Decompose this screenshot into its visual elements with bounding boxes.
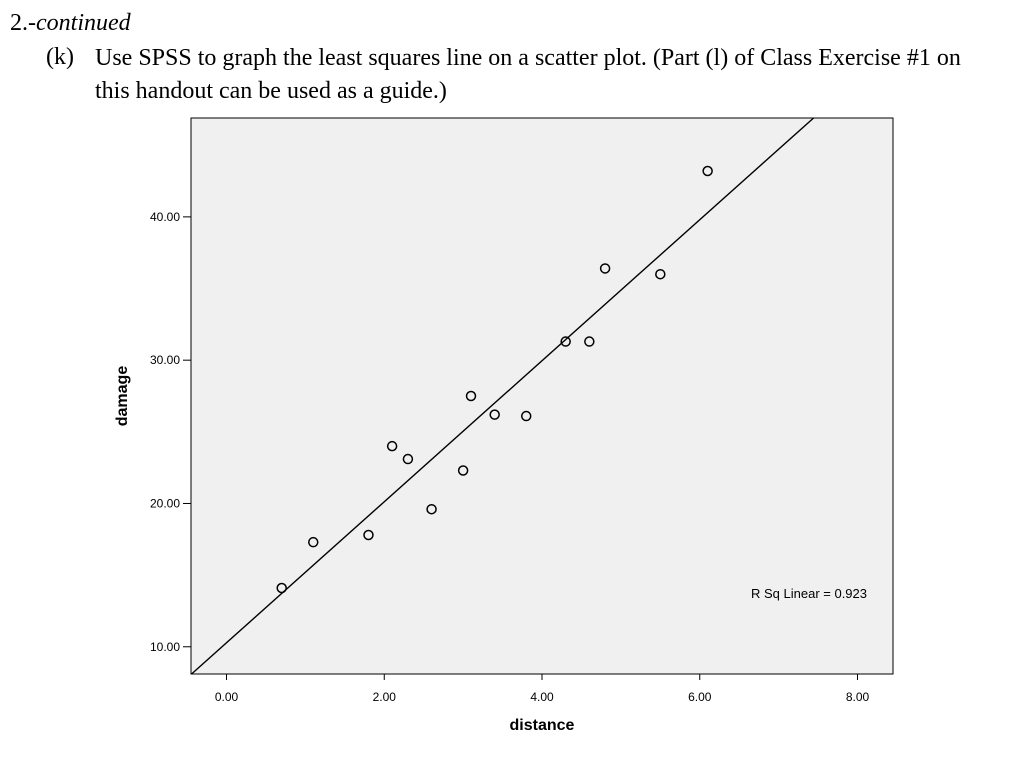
y-tick-label: 10.00: [150, 640, 180, 654]
section-number: 2.-: [10, 10, 36, 36]
x-tick-label: 0.00: [215, 690, 239, 704]
data-points: [276, 165, 713, 594]
data-point: [308, 536, 319, 548]
data-point: [520, 410, 532, 422]
x-tick-label: 6.00: [688, 690, 712, 704]
x-tick-label: 2.00: [373, 690, 397, 704]
data-point: [386, 440, 398, 452]
data-point: [489, 409, 500, 420]
least-squares-line: [191, 117, 815, 675]
y-tick-label: 40.00: [150, 210, 180, 224]
x-tick-label: 8.00: [846, 690, 870, 704]
data-point: [457, 465, 469, 476]
data-point: [655, 268, 666, 280]
data-point: [402, 453, 414, 465]
x-axis-title: distance: [510, 717, 575, 734]
r-squared-annotation: R Sq Linear = 0.923: [751, 586, 867, 601]
data-point: [465, 390, 477, 402]
y-tick-label: 30.00: [150, 353, 180, 367]
axis-ticks: 0.00 2.00 4.00 6.00 8.00 10.00 20.00 30.00 40.00: [150, 210, 870, 704]
x-tick-label: 4.00: [530, 690, 554, 704]
question-label: (k): [46, 44, 74, 70]
y-tick-label: 20.00: [150, 496, 180, 510]
data-point: [426, 503, 437, 515]
data-point: [599, 263, 611, 274]
y-axis-title: damage: [114, 366, 131, 427]
plot-area: [190, 117, 894, 675]
data-point: [560, 336, 571, 347]
data-point: [584, 336, 595, 347]
data-point: [363, 529, 374, 541]
data-point: [276, 582, 287, 594]
section-heading: 2.-continued: [10, 8, 131, 38]
question-text: Use SPSS to graph the least squares line…: [95, 45, 961, 104]
data-point: [702, 165, 713, 177]
continued-label: continued: [36, 10, 131, 36]
